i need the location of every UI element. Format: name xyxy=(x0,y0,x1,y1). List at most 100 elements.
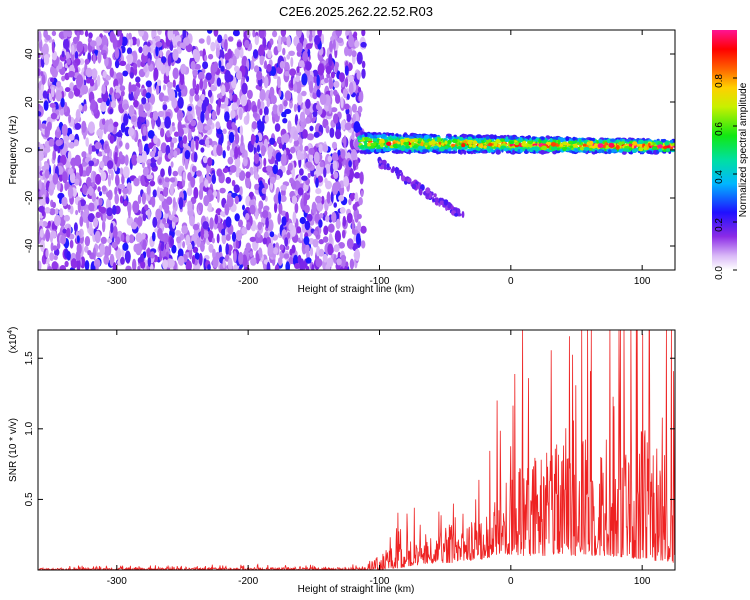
noise-cell xyxy=(64,87,71,93)
noise-cell xyxy=(354,192,359,203)
noise-cell xyxy=(313,151,320,164)
noise-cell xyxy=(252,111,258,119)
noise-cell xyxy=(348,198,352,206)
signal-cell xyxy=(478,138,482,143)
noise-cell xyxy=(51,30,57,37)
noise-cell xyxy=(144,102,151,112)
noise-cell xyxy=(143,65,148,73)
signal-cell xyxy=(538,138,542,144)
noise-cell xyxy=(336,258,342,266)
noise-cell xyxy=(66,251,71,261)
signal-cell xyxy=(582,143,587,147)
noise-cell xyxy=(162,84,167,91)
noise-cell xyxy=(112,225,118,239)
noise-cell xyxy=(88,160,95,167)
noise-cell xyxy=(288,222,294,231)
noise-cell xyxy=(208,243,214,253)
noise-cell xyxy=(185,234,191,247)
noise-cell xyxy=(317,63,325,76)
noise-cell xyxy=(118,183,126,190)
noise-cell xyxy=(95,264,99,270)
noise-cell xyxy=(317,175,324,183)
signal-cell xyxy=(495,149,501,155)
signal-cell xyxy=(569,145,574,149)
streak-cell xyxy=(439,200,445,206)
noise-cell xyxy=(307,172,311,179)
snr-series-line xyxy=(38,330,675,570)
signal-cell xyxy=(493,134,497,140)
noise-cell xyxy=(352,203,358,211)
signal-cell xyxy=(404,137,409,143)
signal-cell xyxy=(514,147,518,152)
noise-cell xyxy=(150,161,157,168)
streak-cell xyxy=(443,199,449,206)
noise-cell xyxy=(212,256,219,268)
noise-cell xyxy=(129,37,133,47)
noise-cell xyxy=(162,104,168,111)
noise-cell xyxy=(124,250,131,264)
noise-cell xyxy=(99,160,105,169)
noise-cell xyxy=(249,204,256,215)
noise-cell xyxy=(177,248,184,258)
noise-cell xyxy=(231,121,236,129)
noise-cell xyxy=(338,72,345,83)
noise-cell xyxy=(209,194,214,201)
signal-cell xyxy=(403,140,409,146)
noise-cell xyxy=(160,168,165,178)
snr-y-multiplier: (x104) xyxy=(7,327,19,354)
noise-cell xyxy=(297,105,301,113)
noise-cell xyxy=(332,160,338,172)
noise-cell xyxy=(73,222,78,233)
noise-cell xyxy=(100,101,107,112)
noise-cell xyxy=(200,227,205,240)
noise-cell xyxy=(160,243,164,252)
noise-cell xyxy=(258,44,265,56)
noise-cell xyxy=(119,35,123,46)
signal-cell xyxy=(578,139,582,144)
noise-cell xyxy=(278,142,283,149)
noise-cell xyxy=(67,150,72,163)
signal-cell xyxy=(495,138,501,144)
noise-cell xyxy=(201,101,207,114)
noise-cell xyxy=(160,142,167,154)
noise-cell xyxy=(55,139,62,147)
noise-cell xyxy=(326,191,331,204)
signal-cell xyxy=(364,132,368,138)
noise-cell xyxy=(216,93,223,100)
noise-cell xyxy=(231,179,236,187)
noise-cell xyxy=(136,59,142,68)
noise-cell xyxy=(74,122,82,130)
noise-cell xyxy=(229,164,237,173)
noise-cell xyxy=(205,72,212,81)
noise-cell xyxy=(327,223,335,233)
signal-cell xyxy=(456,146,462,150)
noise-cell xyxy=(157,79,162,86)
signal-cell xyxy=(557,139,561,145)
noise-cell xyxy=(187,113,194,122)
noise-cell xyxy=(347,35,355,48)
noise-cell xyxy=(87,250,92,256)
noise-cell xyxy=(125,142,130,150)
noise-cell xyxy=(278,202,283,215)
signal-cell xyxy=(427,148,433,152)
noise-cell xyxy=(217,215,221,224)
streak-cell xyxy=(395,166,399,174)
noise-cell xyxy=(361,60,366,69)
noise-cell xyxy=(324,210,328,216)
noise-cell xyxy=(123,200,128,207)
signal-cell xyxy=(407,138,412,142)
signal-cell xyxy=(380,133,387,138)
noise-cell xyxy=(348,82,354,95)
noise-cell xyxy=(195,105,202,117)
noise-cell xyxy=(204,138,210,146)
noise-cell xyxy=(140,253,144,263)
noise-cell xyxy=(199,50,203,57)
noise-cell xyxy=(272,164,278,175)
noise-cell xyxy=(238,107,243,120)
noise-cell xyxy=(81,120,87,133)
noise-cell xyxy=(81,84,89,95)
signal-cell xyxy=(467,141,472,145)
streak-cell xyxy=(434,197,440,203)
noise-cell xyxy=(146,174,153,180)
